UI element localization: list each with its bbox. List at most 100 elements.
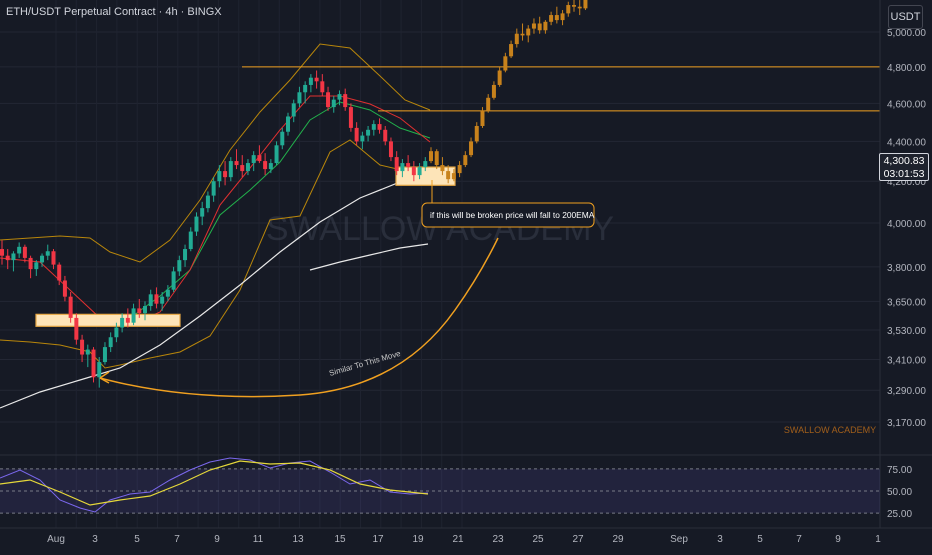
price-candle — [188, 231, 193, 250]
price-candle — [257, 155, 262, 162]
y-tick-label: 4,800.00 — [887, 63, 926, 74]
symbol-title: ETH/USDT Perpetual Contract · 4h · BINGX — [6, 6, 222, 18]
ema-200-line — [0, 179, 421, 409]
projection-candle — [497, 70, 502, 85]
projection-candle — [429, 151, 433, 162]
y-tick-label: 4,400.00 — [887, 137, 926, 148]
price-candle — [303, 84, 308, 93]
y-tick-label: 4,000.00 — [887, 219, 926, 230]
y-tick-label: 3,530.00 — [887, 326, 926, 337]
x-tick-label: 29 — [612, 534, 624, 545]
price-candle — [280, 131, 285, 146]
x-tick-label: 25 — [532, 534, 544, 545]
price-candle — [108, 337, 113, 348]
x-tick-label: 5 — [134, 534, 140, 545]
price-candle — [354, 127, 359, 142]
price-candle — [62, 280, 67, 297]
x-tick-label: 7 — [174, 534, 180, 545]
y-tick-label: 3,410.00 — [887, 356, 926, 367]
x-tick-label: 13 — [292, 534, 304, 545]
projection-candle — [457, 165, 462, 174]
price-candle — [97, 362, 102, 378]
x-tick-label: 7 — [796, 534, 802, 545]
projection-candle — [440, 165, 445, 172]
price-candle — [34, 262, 39, 270]
x-tick-label: 3 — [717, 534, 723, 545]
y-tick-label: 3,650.00 — [887, 297, 926, 308]
current-price-badge: 4,300.83 03:01:53 — [879, 153, 929, 181]
price-candle — [11, 253, 16, 261]
price-candle — [268, 163, 273, 170]
price-candle — [160, 296, 165, 304]
x-tick-label: 15 — [334, 534, 346, 545]
x-tick-label: 19 — [412, 534, 424, 545]
price-candle — [394, 157, 399, 172]
projection-candle — [549, 15, 554, 22]
callout-text: if this will be broken price will fall t… — [430, 210, 595, 220]
price-candle — [417, 167, 422, 176]
price-candle — [17, 246, 22, 254]
projection-candle — [526, 28, 531, 36]
price-candle — [114, 327, 119, 338]
projection-candle — [514, 33, 519, 45]
projection-candle — [434, 151, 439, 166]
price-candle — [143, 306, 147, 314]
price-candle — [400, 163, 405, 172]
price-candle — [245, 163, 250, 172]
projection-candle — [537, 23, 542, 31]
projection-candle — [509, 44, 514, 57]
projection-candle — [572, 5, 576, 7]
currency-button[interactable]: USDT — [888, 5, 923, 29]
projection-candle — [446, 171, 451, 180]
projection-candle — [451, 173, 456, 180]
projection-candle — [520, 33, 525, 36]
price-candle — [383, 129, 388, 142]
price-candle — [291, 103, 296, 117]
price-candle — [348, 107, 353, 128]
current-price-label: 4,300.83 — [883, 155, 925, 167]
demand-zone-box — [35, 313, 181, 327]
y-tick-label: 4,600.00 — [887, 99, 926, 110]
projection-candle — [566, 5, 571, 14]
price-candle — [45, 251, 50, 256]
price-candle — [171, 271, 176, 290]
x-tick-label: 5 — [757, 534, 763, 545]
x-tick-label: 27 — [572, 534, 584, 545]
price-candle — [314, 77, 319, 82]
price-candle — [68, 296, 73, 318]
countdown-label: 03:01:53 — [883, 168, 925, 180]
price-candle — [85, 349, 90, 355]
price-candle — [360, 135, 365, 142]
projection-candle — [554, 15, 559, 21]
price-candle — [217, 171, 222, 182]
price-candle — [297, 92, 302, 104]
y-tick-label: 3,170.00 — [887, 418, 926, 429]
ema-200-projected — [309, 243, 429, 271]
price-candle — [411, 167, 416, 176]
price-candle — [240, 165, 245, 172]
price-candle — [263, 161, 268, 170]
y-tick-label: 3,800.00 — [887, 263, 926, 274]
price-candle — [223, 171, 228, 178]
bollinger-lower — [0, 139, 431, 369]
price-candle — [137, 308, 142, 314]
y-tick-label: 5,000.00 — [887, 28, 926, 39]
ema-mid-line — [129, 101, 431, 319]
x-tick-label: 3 — [92, 534, 98, 545]
price-candle — [406, 163, 411, 168]
price-candle — [183, 249, 188, 261]
similar-move-arc — [99, 237, 499, 398]
price-candle — [148, 294, 153, 307]
price-candle — [120, 317, 125, 328]
ema-fast-line — [0, 95, 431, 327]
price-candle — [74, 317, 79, 340]
y-tick-label: 3,290.00 — [887, 386, 926, 397]
y-tick-label: 4,200.00 — [887, 177, 926, 188]
price-candle — [91, 349, 96, 378]
projection-candle — [486, 97, 491, 111]
projection-candle — [577, 6, 582, 9]
price-candle — [200, 208, 205, 217]
